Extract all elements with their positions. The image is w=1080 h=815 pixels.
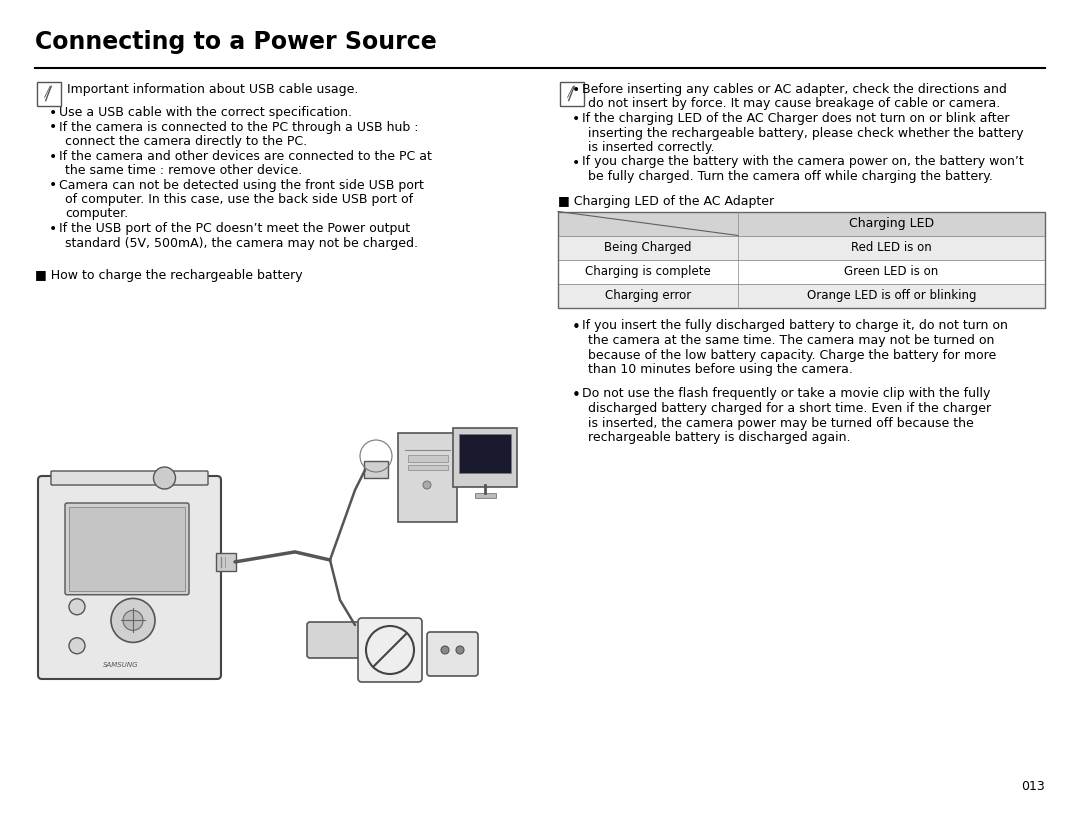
Text: SAMSUNG: SAMSUNG bbox=[103, 663, 138, 668]
FancyBboxPatch shape bbox=[65, 503, 189, 595]
Circle shape bbox=[123, 610, 143, 630]
Text: ■ How to charge the rechargeable battery: ■ How to charge the rechargeable battery bbox=[35, 269, 302, 282]
Text: the same time : remove other device.: the same time : remove other device. bbox=[65, 164, 302, 177]
Circle shape bbox=[456, 646, 464, 654]
Circle shape bbox=[153, 467, 175, 489]
Text: Connecting to a Power Source: Connecting to a Power Source bbox=[35, 30, 436, 54]
Text: connect the camera directly to the PC.: connect the camera directly to the PC. bbox=[65, 135, 307, 148]
Circle shape bbox=[69, 638, 85, 654]
Text: than 10 minutes before using the camera.: than 10 minutes before using the camera. bbox=[588, 363, 853, 376]
Text: be fully charged. Turn the camera off while charging the battery.: be fully charged. Turn the camera off wh… bbox=[588, 170, 993, 183]
Text: •: • bbox=[572, 387, 581, 403]
FancyBboxPatch shape bbox=[216, 553, 237, 570]
Text: discharged battery charged for a short time. Even if the charger: discharged battery charged for a short t… bbox=[588, 402, 991, 415]
FancyBboxPatch shape bbox=[51, 471, 208, 485]
Text: computer.: computer. bbox=[65, 208, 129, 221]
Text: is inserted, the camera power may be turned off because the: is inserted, the camera power may be tur… bbox=[588, 416, 974, 430]
Text: •: • bbox=[49, 106, 57, 120]
FancyBboxPatch shape bbox=[399, 433, 457, 522]
Text: 013: 013 bbox=[1022, 780, 1045, 793]
Text: •: • bbox=[49, 121, 57, 134]
Text: Before inserting any cables or AC adapter, check the directions and: Before inserting any cables or AC adapte… bbox=[582, 83, 1007, 96]
Text: inserting the rechargeable battery, please check whether the battery: inserting the rechargeable battery, plea… bbox=[588, 126, 1024, 139]
FancyBboxPatch shape bbox=[561, 82, 584, 106]
Text: If the USB port of the PC doesn’t meet the Power output: If the USB port of the PC doesn’t meet t… bbox=[59, 222, 410, 235]
Text: rechargeable battery is discharged again.: rechargeable battery is discharged again… bbox=[588, 431, 851, 444]
Text: of computer. In this case, use the back side USB port of: of computer. In this case, use the back … bbox=[65, 193, 414, 206]
FancyBboxPatch shape bbox=[37, 82, 60, 106]
Text: do not insert by force. It may cause breakage of cable or camera.: do not insert by force. It may cause bre… bbox=[588, 98, 1000, 111]
Circle shape bbox=[111, 598, 156, 642]
FancyBboxPatch shape bbox=[474, 492, 496, 497]
Text: If you charge the battery with the camera power on, the battery won’t: If you charge the battery with the camer… bbox=[582, 156, 1024, 169]
Text: Charging error: Charging error bbox=[605, 289, 691, 302]
Text: •: • bbox=[572, 319, 581, 334]
Text: Being Charged: Being Charged bbox=[605, 241, 692, 254]
Text: Charging is complete: Charging is complete bbox=[585, 265, 711, 278]
Text: is inserted correctly.: is inserted correctly. bbox=[588, 141, 715, 154]
Bar bbox=[558, 212, 1045, 307]
Text: Camera can not be detected using the front side USB port: Camera can not be detected using the fro… bbox=[59, 178, 423, 192]
Bar bbox=[558, 284, 1045, 307]
Text: Do not use the flash frequently or take a movie clip with the fully: Do not use the flash frequently or take … bbox=[582, 387, 990, 400]
FancyBboxPatch shape bbox=[364, 461, 388, 478]
Text: •: • bbox=[572, 83, 580, 97]
FancyBboxPatch shape bbox=[307, 622, 363, 658]
FancyBboxPatch shape bbox=[453, 428, 517, 487]
Text: ■ Charging LED of the AC Adapter: ■ Charging LED of the AC Adapter bbox=[558, 195, 774, 208]
Text: Red LED is on: Red LED is on bbox=[851, 241, 932, 254]
Bar bbox=[558, 212, 1045, 236]
Text: If the camera is connected to the PC through a USB hub :: If the camera is connected to the PC thr… bbox=[59, 121, 419, 134]
Text: Green LED is on: Green LED is on bbox=[845, 265, 939, 278]
Text: If the camera and other devices are connected to the PC at: If the camera and other devices are conn… bbox=[59, 149, 432, 162]
Text: •: • bbox=[49, 222, 57, 236]
Circle shape bbox=[69, 599, 85, 615]
FancyBboxPatch shape bbox=[407, 465, 447, 469]
Bar bbox=[558, 236, 1045, 259]
Text: •: • bbox=[572, 156, 580, 170]
Circle shape bbox=[441, 646, 449, 654]
Text: •: • bbox=[49, 178, 57, 192]
Text: If the charging LED of the AC Charger does not turn on or blink after: If the charging LED of the AC Charger do… bbox=[582, 112, 1010, 125]
Text: •: • bbox=[49, 149, 57, 164]
Text: because of the low battery capacity. Charge the battery for more: because of the low battery capacity. Cha… bbox=[588, 349, 996, 362]
FancyBboxPatch shape bbox=[357, 618, 422, 682]
Text: Charging LED: Charging LED bbox=[849, 217, 934, 230]
FancyBboxPatch shape bbox=[407, 455, 447, 461]
FancyBboxPatch shape bbox=[38, 476, 221, 679]
FancyBboxPatch shape bbox=[427, 632, 478, 676]
Text: standard (5V, 500mA), the camera may not be charged.: standard (5V, 500mA), the camera may not… bbox=[65, 236, 418, 249]
FancyBboxPatch shape bbox=[459, 434, 511, 473]
Text: Orange LED is off or blinking: Orange LED is off or blinking bbox=[807, 289, 976, 302]
Text: If you insert the fully discharged battery to charge it, do not turn on: If you insert the fully discharged batte… bbox=[582, 319, 1008, 333]
Text: the camera at the same time. The camera may not be turned on: the camera at the same time. The camera … bbox=[588, 334, 995, 347]
Bar bbox=[558, 259, 1045, 284]
Text: Use a USB cable with the correct specification.: Use a USB cable with the correct specifi… bbox=[59, 106, 352, 119]
FancyBboxPatch shape bbox=[69, 507, 185, 591]
Circle shape bbox=[423, 481, 431, 489]
Text: •: • bbox=[572, 112, 580, 126]
Text: Important information about USB cable usage.: Important information about USB cable us… bbox=[67, 83, 359, 96]
